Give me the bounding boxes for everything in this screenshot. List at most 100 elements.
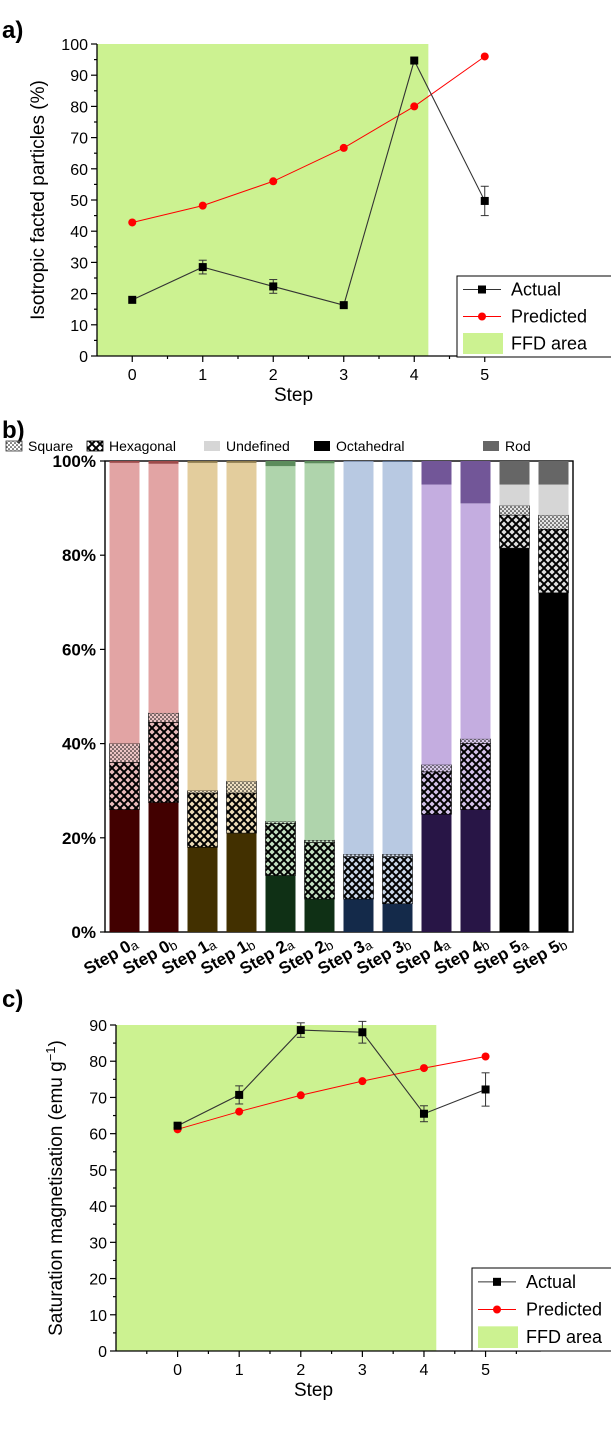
y-tick-label: 80 [89,1054,107,1071]
bar-segment-hexagonal [382,856,413,905]
panel-b: b) Square Hexagonal Undefined Octahedral Rod… [2,417,574,979]
bar-stack [382,461,413,932]
legend-label: FFD area [526,1327,603,1347]
x-tick-label: 5 [480,367,489,384]
plot-frame [104,460,574,933]
legend: Actual Predicted FFD area [456,275,611,358]
bar-segment-square [187,790,218,794]
panel-b-plot: Square Hexagonal Undefined Octahedral Rod 0% 2… [5,438,574,979]
y-tick-label: 70 [89,1090,107,1107]
bar-segment-square [460,738,491,744]
bar-segment-undefined [226,462,257,782]
data-point-predicted [198,201,207,210]
bar-segment-hexagonal [148,722,179,803]
panel-c: c) 0 10 20 30 40 50 60 70 80 90 0 1 2 3 4 5 Step Saturati… [2,986,611,1401]
x-axis-title: Step [294,1380,333,1401]
bar-segment-rod [187,461,218,463]
legend-label: Predicted [511,307,587,327]
data-point-actual [198,263,207,272]
series-predicted [128,52,489,227]
x-tick-label: 0 [128,367,137,384]
data-point-actual [410,56,419,65]
data-point-predicted [269,177,278,186]
y-tick-label: 0 [98,1344,107,1361]
bar-segment-rod [499,461,530,485]
legend-label: Predicted [526,1300,602,1320]
y-tick-label: 100% [53,452,96,471]
series-line-actual [177,1029,486,1127]
legend-swatch-square [5,440,23,452]
bar-segment-octahedral [109,809,140,932]
y-tick-label: 80 [70,99,88,116]
legend-swatch-octahedral [314,441,330,451]
y-tick-label: 50 [70,193,88,210]
bar-segment-rod [226,461,257,463]
bar-segment-rod [148,461,179,464]
legend-swatch-ffd [463,333,503,354]
bar-segment-square [304,839,335,843]
y-tick-label: 80% [62,546,96,565]
legend: Actual Predicted FFD area [471,1267,611,1352]
bar-segment-undefined [148,463,179,713]
y-axis-title-main: Saturation magnetisation (emu g [46,1061,67,1336]
legend-swatch-rod [483,441,499,451]
bar-segment-undefined [265,466,296,822]
bar-segment-hexagonal [265,823,296,876]
y-tick-label: 30 [70,255,88,272]
data-point-actual [296,1026,305,1035]
x-tick-label: 3 [339,367,348,384]
data-point-predicted [296,1091,305,1100]
bar-stack [265,461,296,932]
bar-stack [343,461,374,932]
bar-segment-rod [538,461,569,485]
bar-segment-undefined [382,461,413,855]
bar-segment-undefined [343,461,374,855]
bar-stack [148,461,179,932]
legend-label: FFD area [511,334,588,354]
bar-segment-rod [460,461,491,504]
bar-segment-octahedral [460,809,491,932]
panel-a-plot: 0 10 20 30 40 50 60 70 80 90 100 0 1 2 3 4 5 Step Isotropi… [28,37,611,406]
bar-segment-rod [265,461,296,467]
panel-a: a) 0 10 20 30 40 50 60 70 80 90 100 0 1 2 3 4 5 Step Isotr… [2,17,611,406]
bar-stack [304,461,335,932]
data-point-actual [235,1090,244,1099]
ffd-shaded-region [116,1025,437,1351]
bar-segment-rod [421,461,452,485]
bar-segment-undefined [421,484,452,765]
data-point-predicted [410,102,419,111]
x-axis-title: Step [274,385,313,406]
series-line-predicted [177,1056,486,1130]
x-tick-label: 0 [173,1362,182,1379]
legend-label: Actual [511,280,561,300]
y-tick-label: 90 [89,1018,107,1035]
y-tick-label: 50 [89,1163,107,1180]
panel-b-label: b) [2,417,25,444]
legend-marker-predicted [493,1305,501,1314]
bar-segment-square [499,505,530,516]
bar-segment-octahedral [226,833,257,932]
bar-segment-octahedral [499,548,530,932]
bar-stack [187,461,218,932]
bar-segment-octahedral [265,875,296,932]
bar-segment-hexagonal [460,743,491,810]
bar-segment-square [265,821,296,824]
bar-segment-hexagonal [187,792,218,848]
data-point-predicted [358,1077,367,1086]
bar-segment-square [148,712,179,723]
y-tick-label: 70 [70,131,88,148]
bar-segment-square [109,743,140,763]
bar-segment-undefined [187,462,218,791]
bar-stack [538,461,569,932]
y-tick-label: 10 [89,1308,107,1325]
legend-swatch-undefined [204,441,220,451]
y-tick-label: 40 [70,224,88,241]
legend-swatch-ffd [478,1326,518,1348]
x-tick-label: 5 [481,1362,490,1379]
y-axis-title-end: ) [46,1040,67,1046]
bar-stack [460,461,491,932]
y-tick-label: 60 [89,1127,107,1144]
bar-segment-hexagonal [226,792,257,834]
x-tick-label: 4 [410,367,419,384]
